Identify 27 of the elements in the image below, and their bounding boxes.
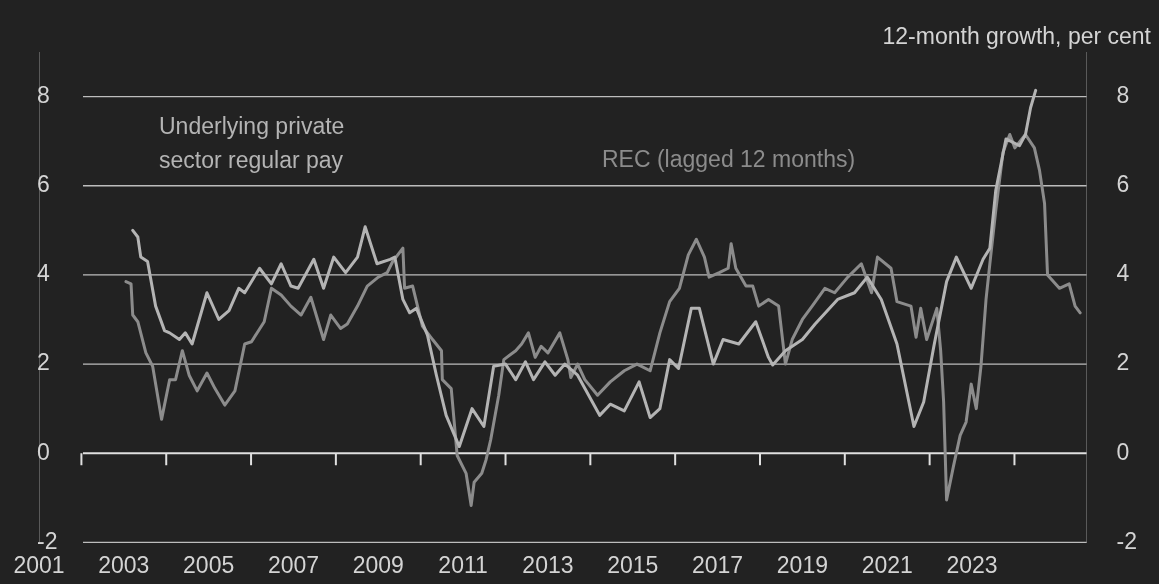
x-tick-label: 2011: [438, 551, 488, 578]
y-tick-label: 2: [37, 349, 50, 376]
x-tick-label: 2005: [183, 551, 235, 578]
x-tick-label: 2019: [776, 551, 828, 578]
x-tick-label: 2017: [691, 551, 744, 578]
x-tick-label: 2007: [267, 551, 320, 578]
x-tick-label: 2023: [946, 551, 998, 578]
text: REC (lagged 12 months): [602, 146, 856, 172]
y-tick-label: 8: [37, 81, 50, 108]
y2-tick-label: 4: [1116, 260, 1130, 287]
x-tick-label: 2021: [861, 551, 913, 578]
y-tick-label: 6: [37, 171, 50, 198]
x-tick-label: 2013: [522, 551, 574, 578]
y2-tick-label: 0: [1116, 438, 1130, 465]
y2-tick-label: 8: [1116, 81, 1130, 108]
y-tick-label: 0: [37, 438, 50, 465]
y2-tick-label: 6: [1116, 171, 1130, 198]
y2-axis-title: 12-month growth, per cent: [882, 23, 1152, 49]
x-tick-label: 2001: [13, 551, 65, 578]
y-tick-label: 4: [37, 260, 50, 287]
x-tick-label: 2009: [352, 551, 404, 578]
text: Underlying private sector regular pay: [159, 113, 345, 173]
x-tick-label: 2003: [98, 551, 150, 578]
y-tick-label: -2: [37, 527, 58, 554]
x-tick-label: 2015: [607, 551, 659, 578]
y2-tick-label: 2: [1116, 349, 1130, 376]
y2-tick-label: -2: [1116, 527, 1137, 554]
